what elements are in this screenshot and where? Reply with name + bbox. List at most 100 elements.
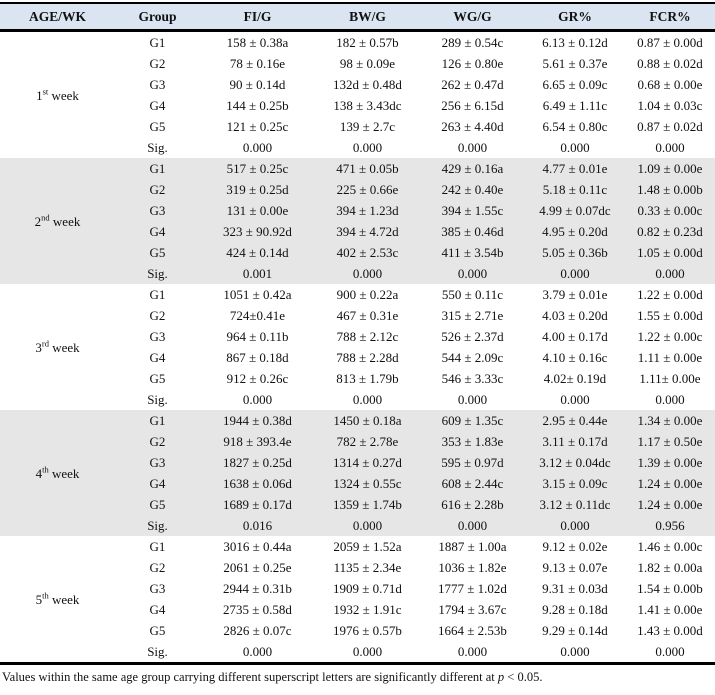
value-cell: 225 ± 0.66e — [315, 179, 420, 200]
value-cell: 78 ± 0.16e — [229, 56, 286, 71]
value-cell: 5.18 ± 0.11c — [525, 179, 625, 200]
value-cell: 1324 ± 0.55c — [315, 473, 420, 494]
group-cell: G2 — [149, 56, 166, 71]
value-cell: 788 ± 2.28d — [336, 350, 399, 365]
value-cell: 1.54 ± 0.00b — [637, 581, 703, 596]
value-cell: 724±0.41e — [229, 308, 286, 323]
table-row: Sig. 0.001 0.000 0.000 0.000 0.000 — [0, 263, 715, 284]
value-cell: 0.000 — [457, 644, 488, 659]
group-cell: G5 — [149, 623, 166, 638]
footnote-threshold: < 0.05. — [504, 670, 543, 684]
value-cell: 0.000 — [315, 263, 420, 284]
value-cell: 429 ± 0.16a — [420, 158, 525, 179]
value-cell: 0.000 — [560, 140, 590, 155]
week-label: 5th week — [35, 590, 80, 607]
table-row: G4 323 ± 90.92d 394 ± 4.72d 385 ± 0.46d 4.95… — [0, 221, 715, 242]
table-row: 4th week G1 1944 ± 0.38d 1450 ± 0.18a 609 ± … — [0, 410, 715, 536]
week-label: 4th week — [35, 464, 80, 481]
value-cell: 256 ± 6.15d — [441, 98, 504, 113]
value-cell: 1.22 ± 0.00c — [637, 329, 703, 344]
table-row: G5 1689 ± 0.17d 1359 ± 1.74b 616 ± 2.28b 3.1… — [0, 494, 715, 515]
value-cell: 9.28 ± 0.18d — [542, 602, 608, 617]
value-cell: 1794 ± 3.67c — [438, 602, 507, 617]
value-cell: 1.48 ± 0.00b — [625, 179, 715, 200]
value-cell: 131 ± 0.00e — [200, 200, 315, 221]
group-cell: G5 — [115, 242, 200, 263]
column-header-fig: FI/G — [200, 3, 315, 32]
group-cell: G3 — [149, 77, 166, 92]
value-cell: 0.000 — [560, 644, 590, 659]
value-cell: 385 ± 0.46d — [420, 221, 525, 242]
ordinal-superscript: th — [42, 464, 49, 475]
value-cell: 0.000 — [625, 263, 715, 284]
value-cell: 1.11 ± 0.00e — [637, 350, 703, 365]
value-cell: 0.87 ± 0.02d — [637, 119, 703, 134]
table-row: G4 1638 ± 0.06d 1324 ± 0.55c 608 ± 2.44c 3.1… — [0, 473, 715, 494]
value-cell: 0.000 — [242, 140, 273, 155]
value-cell: 289 ± 0.54c — [441, 35, 504, 50]
value-cell: 467 ± 0.31e — [336, 308, 399, 323]
table-row: G3 131 ± 0.00e 394 ± 1.23d 394 ± 1.55c 4.99 … — [0, 200, 715, 221]
ordinal-superscript: st — [42, 86, 49, 97]
value-cell: 263 ± 4.40d — [441, 119, 504, 134]
value-cell: 6.49 ± 1.11c — [542, 98, 608, 113]
value-cell: 1.24 ± 0.00e — [625, 473, 715, 494]
value-cell: 3.12 ± 0.11dc — [525, 494, 625, 515]
value-cell: 9.13 ± 0.07e — [542, 560, 608, 575]
table-row: G2 2061 ± 0.25e 1135 ± 2.34e 1036 ± 1.82e 9.… — [0, 557, 715, 578]
group-cell: G1 — [115, 410, 200, 431]
value-cell: 0.87 ± 0.00d — [637, 35, 703, 50]
group-cell: G4 — [115, 221, 200, 242]
value-cell: 0.000 — [525, 515, 625, 536]
value-cell: 608 ± 2.44c — [420, 473, 525, 494]
value-cell: 1135 ± 2.34e — [333, 560, 402, 575]
table-row: G5 424 ± 0.14d 402 ± 2.53c 411 ± 3.54b 5.05 … — [0, 242, 715, 263]
table-row: 1st week G1 158 ± 0.38a 182 ± 0.57b 289 ± 0.… — [0, 31, 715, 103]
footnote-p-symbol: p — [497, 670, 505, 684]
group-cell: G3 — [149, 581, 166, 596]
table-row: G2 78 ± 0.16e 98 ± 0.09e 126 ± 0.80e 5.61 ± … — [0, 53, 715, 74]
value-cell: 319 ± 0.25d — [200, 179, 315, 200]
value-cell: 1909 ± 0.71d — [333, 581, 402, 596]
group-cell: G1 — [149, 35, 166, 50]
value-cell: 394 ± 4.72d — [315, 221, 420, 242]
table-row: G3 90 ± 0.14d 132d ± 0.48d 262 ± 0.47d 6.65 … — [0, 74, 715, 95]
value-cell: 918 ± 393.4e — [200, 431, 315, 452]
week-label: 2nd week — [34, 212, 81, 229]
table-row: G5 912 ± 0.26c 813 ± 1.79b 546 ± 3.33c 4.02±… — [0, 368, 715, 389]
value-cell: 1.55 ± 0.00d — [637, 308, 703, 323]
value-cell: 182 ± 0.57b — [336, 35, 399, 50]
value-cell: 3.79 ± 0.01e — [542, 287, 608, 302]
group-cell: G4 — [149, 350, 166, 365]
table-row: 2nd week G1 517 ± 0.25c 471 ± 0.05b 429 ± 0.… — [0, 158, 715, 284]
value-cell: 323 ± 90.92d — [200, 221, 315, 242]
value-cell: 1.39 ± 0.00e — [625, 452, 715, 473]
value-cell: 0.000 — [655, 392, 685, 407]
value-cell: 2.95 ± 0.44e — [525, 410, 625, 431]
value-cell: 788 ± 2.12c — [336, 329, 399, 344]
value-cell: 98 ± 0.09e — [339, 56, 396, 71]
group-cell: G2 — [115, 179, 200, 200]
value-cell: 912 ± 0.26c — [226, 371, 289, 386]
ordinal-superscript: rd — [41, 338, 49, 349]
table-row: G2 319 ± 0.25d 225 ± 0.66e 242 ± 0.40e 5.18 … — [0, 179, 715, 200]
value-cell: 1051 ± 0.42a — [223, 287, 292, 302]
value-cell: 544 ± 2.09c — [441, 350, 504, 365]
value-cell: 1.09 ± 0.00e — [625, 158, 715, 179]
value-cell: 4.95 ± 0.20d — [525, 221, 625, 242]
column-header-wgg: WG/G — [420, 3, 525, 32]
group-cell: G2 — [115, 431, 200, 452]
table-row: Sig. 0.000 0.000 0.000 0.000 0.000 — [0, 389, 715, 410]
table-row: G2 724±0.41e 467 ± 0.31e 315 ± 2.71e 4.03 ± … — [0, 305, 715, 326]
value-cell: 0.68 ± 0.00e — [637, 77, 703, 92]
value-cell: 0.000 — [457, 140, 488, 155]
value-cell: 4.99 ± 0.07dc — [525, 200, 625, 221]
value-cell: 2826 ± 0.07c — [223, 623, 292, 638]
value-cell: 1450 ± 0.18a — [315, 410, 420, 431]
group-cell: G1 — [115, 158, 200, 179]
table-row: G3 1827 ± 0.25d 1314 ± 0.27d 595 ± 0.97d 3.1… — [0, 452, 715, 473]
table-row: G5 121 ± 0.25c 139 ± 2.7c 263 ± 4.40d 6.54 ±… — [0, 116, 715, 137]
value-cell: 0.82 ± 0.23d — [625, 221, 715, 242]
value-cell: 1887 ± 1.00a — [438, 539, 507, 554]
